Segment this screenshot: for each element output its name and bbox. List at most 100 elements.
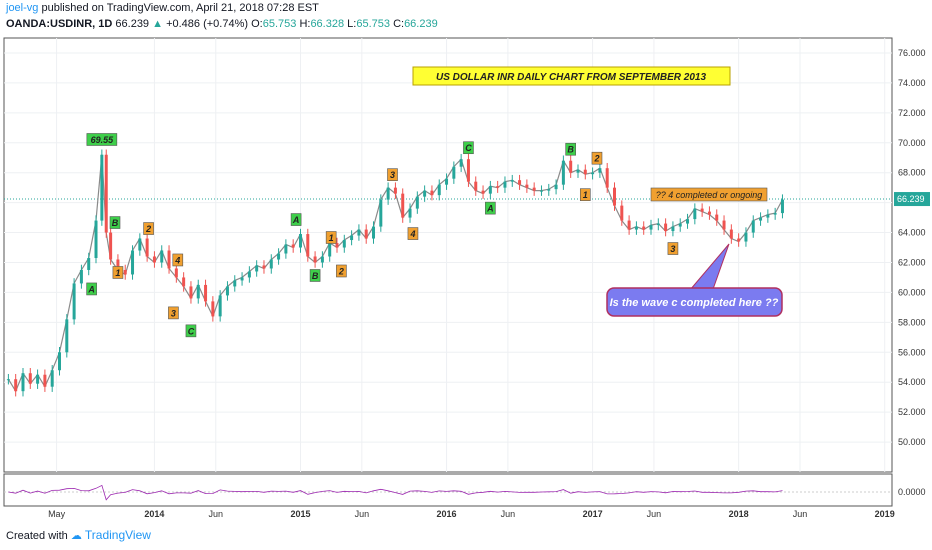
price-candle [591,172,595,175]
price-candle [430,190,434,196]
price-candle [488,186,492,194]
wave-label: C [465,143,472,153]
publish-text: published on TradingView.com, April 21, … [41,2,319,14]
price-candle [277,253,281,260]
y-tick-label: 70.000 [898,138,926,148]
price-candle [58,352,61,371]
price-candle [547,189,551,191]
wave-label-box [109,216,121,229]
open-value: 65.753 [262,18,297,30]
price-candle [759,217,763,221]
price-change: +0.486 (+0.74%) [166,18,249,30]
price-candle [247,271,251,278]
price-candle [240,277,244,281]
price-candle [393,187,397,194]
y-tick-label: 52.000 [898,407,926,417]
price-candle [357,229,361,236]
wave-label: 2 [145,224,151,234]
price-candle [459,159,463,167]
wave-label: 69.55 [91,135,115,145]
price-candle [50,370,54,387]
x-tick-label: 2014 [144,509,164,519]
price-candle [21,373,25,392]
symbol-name: OANDA:USDINR, 1D [6,18,113,30]
price-candle [87,257,91,270]
x-tick-label: 2015 [290,509,310,519]
price-candle [6,379,10,381]
price-candle [722,220,726,230]
y-tick-label: 68.000 [898,168,926,178]
price-candle [320,256,324,263]
x-tick-label: Jun [501,509,516,519]
chart-title-box [412,66,731,86]
price-candle [269,259,273,269]
oscillator-tick-label: 0.0000 [898,487,926,497]
wave4-note: ?? 4 completed or ongoing [656,190,763,200]
wave-label-box [86,282,97,296]
last-price: 66.239 [115,18,150,30]
publish-info: joel-vg published on TradingView.com, Ap… [6,2,319,14]
price-candle [211,301,215,317]
x-tick-label: 2017 [583,509,603,519]
price-candle [350,235,354,241]
price-candle [100,154,104,221]
price-candle [109,232,113,260]
price-candle [233,280,237,287]
price-candle [554,184,558,190]
price-candle [744,232,748,242]
wave-label: B [112,218,119,228]
price-candle [445,178,449,185]
y-tick-label: 64.000 [898,228,926,238]
price-candle [437,184,441,196]
price-candle [72,283,76,320]
price-candle [576,169,580,173]
wave-label-box [290,213,302,226]
price-candle [255,265,259,272]
price-candle [642,226,646,230]
price-candle [342,240,346,248]
oscillator-frame [3,473,893,507]
price-candle [766,214,770,218]
price-candle [328,243,332,257]
wave-label-box [168,306,179,320]
price-candle [466,159,470,182]
price-candle [14,379,18,392]
wave-label: 4 [409,229,415,239]
y-tick-label: 54.000 [898,377,926,387]
author-link[interactable]: joel-vg [6,2,39,14]
price-candle [152,256,156,263]
callout-box [606,287,783,317]
price-candle [94,220,98,258]
price-candle [613,187,616,206]
wave-label-box [86,133,118,146]
price-candle [656,223,660,226]
price-candle [496,186,500,188]
price-candle [364,229,368,239]
price-candle [671,226,675,232]
wave-label: A [292,215,300,225]
y-tick-label: 58.000 [898,317,926,327]
tradingview-logo-icon: ☁ [70,530,82,542]
price-candle [525,184,529,188]
price-candle [620,205,624,221]
price-candle [335,243,339,248]
y-tick-label: 56.000 [898,347,926,357]
price-candle [386,187,390,200]
price-candle [116,259,120,270]
price-candle [225,286,229,296]
price-candle [408,208,412,218]
tradingview-brand[interactable]: TradingView [84,528,151,542]
y-tick-label: 76.000 [898,48,926,58]
price-candle [780,199,784,214]
price-candle [28,373,32,384]
wave-label: B [567,145,574,155]
price-candle [773,213,777,215]
wave-label-box [463,141,474,155]
wave-label-box [579,188,591,201]
wave-label: 3 [670,244,675,254]
price-candle [518,180,522,185]
y-tick-label: 74.000 [898,78,926,88]
wave-label: 2 [338,266,344,276]
x-tick-label: May [48,509,66,519]
